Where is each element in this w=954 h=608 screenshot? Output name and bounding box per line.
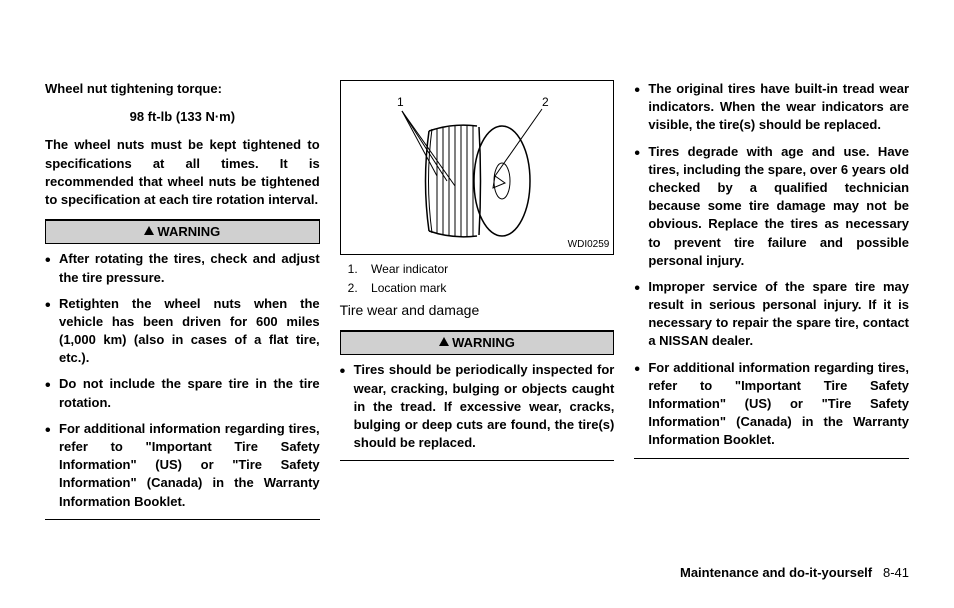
- fig-label-2: 2: [542, 95, 549, 109]
- warning-header: WARNING: [45, 220, 320, 244]
- legend-num: 2.: [348, 281, 358, 295]
- torque-value: 98 ft-lb (133 N·m): [45, 108, 320, 126]
- warning-list-2: Tires should be periodically inspected f…: [340, 361, 615, 452]
- warning-triangle-icon: [144, 226, 154, 235]
- list-item: Improper service of the spare tire may r…: [634, 278, 909, 351]
- footer-page-number: 8-41: [883, 565, 909, 580]
- list-item: Tires should be periodically inspected f…: [340, 361, 615, 452]
- warning-list-1: After rotating the tires, check and adju…: [45, 250, 320, 510]
- list-item: Retighten the wheel nuts when the vehicl…: [45, 295, 320, 368]
- figure-title: Tire wear and damage: [340, 301, 615, 321]
- legend-row: 2. Location mark: [340, 280, 615, 297]
- column-3: The original tires have built-in tread w…: [634, 80, 909, 540]
- warning-list-3: The original tires have built-in tread w…: [634, 80, 909, 450]
- legend-text: Wear indicator: [371, 262, 448, 276]
- warning-label: WARNING: [157, 224, 220, 239]
- warning-box-1: WARNING After rotating the tires, check …: [45, 219, 320, 520]
- tire-figure: 1 2 WDI0259: [340, 80, 615, 255]
- figure-code: WDI0259: [568, 238, 610, 252]
- warning-box-2: WARNING Tires should be periodically ins…: [340, 330, 615, 461]
- legend-text: Location mark: [371, 281, 446, 295]
- list-item: Do not include the spare tire in the tir…: [45, 375, 320, 411]
- column-1: Wheel nut tightening torque: 98 ft-lb (1…: [45, 80, 320, 540]
- list-item: After rotating the tires, check and adju…: [45, 250, 320, 286]
- list-item: Tires degrade with age and use. Have tir…: [634, 143, 909, 270]
- content-columns: Wheel nut tightening torque: 98 ft-lb (1…: [45, 80, 909, 540]
- legend-num: 1.: [348, 262, 358, 276]
- warning-header: WARNING: [340, 331, 615, 355]
- page-footer: Maintenance and do-it-yourself 8-41: [680, 565, 909, 580]
- tire-illustration: 1 2: [347, 81, 607, 241]
- warning-triangle-icon: [439, 337, 449, 346]
- legend-row: 1. Wear indicator: [340, 261, 615, 278]
- column-2: 1 2 WDI0259 1. Wear indicator 2. Locatio…: [340, 80, 615, 540]
- list-item: For additional information regarding tir…: [634, 359, 909, 450]
- warning-box-3-continued: The original tires have built-in tread w…: [634, 80, 909, 459]
- footer-section: Maintenance and do-it-yourself: [680, 565, 872, 580]
- list-item: For additional information regarding tir…: [45, 420, 320, 511]
- list-item: The original tires have built-in tread w…: [634, 80, 909, 135]
- fig-label-1: 1: [397, 95, 404, 109]
- warning-label: WARNING: [452, 335, 515, 350]
- figure-legend: 1. Wear indicator 2. Location mark: [340, 261, 615, 297]
- intro-text: The wheel nuts must be kept tightened to…: [45, 136, 320, 209]
- torque-title: Wheel nut tightening torque:: [45, 80, 320, 98]
